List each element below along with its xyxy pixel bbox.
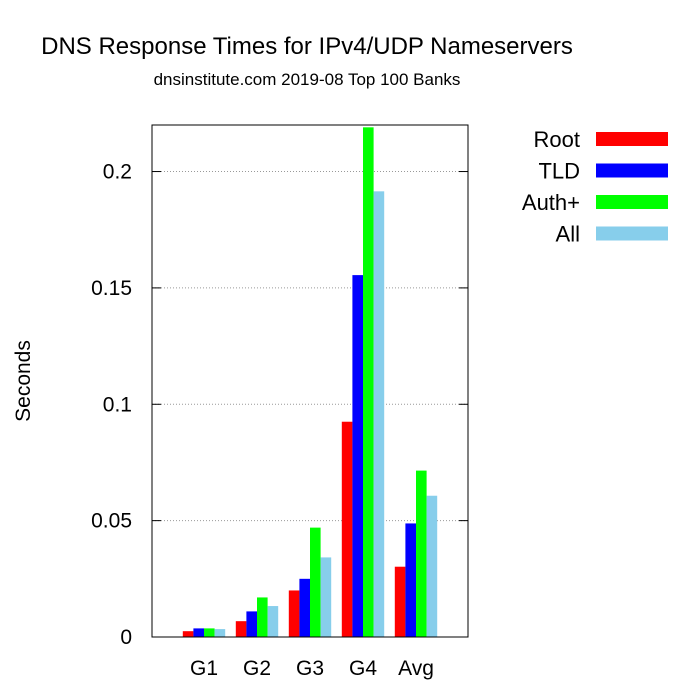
legend-swatch [596,226,668,241]
bar-auth-g1 [204,628,215,637]
legend-swatch [596,195,668,209]
plot-frame [151,124,469,638]
bar-tld-g1 [193,628,204,637]
x-tick-label: G2 [243,657,271,680]
x-tick-label: G3 [296,657,324,680]
x-axis-ticks: G1 G2 G3 G4 Avg [190,657,434,680]
bar-root-g3 [288,590,300,637]
y-tick-label: 0.1 [103,393,132,416]
bar-auth-g4 [363,127,374,637]
bar-all-g2 [267,606,279,637]
bar-tld-g3 [299,578,310,637]
bar-auth-g3 [310,527,321,637]
y-tick-label: 0.05 [91,510,132,533]
bar-all-g3 [320,557,332,637]
x-tick-label: Avg [398,657,434,680]
y-tick-label: 0.15 [91,277,132,300]
bar-auth-avg [416,470,427,637]
legend-label: Auth+ [522,190,580,215]
bar-tld-avg [405,523,416,637]
chart-subtitle: dnsinstitute.com 2019-08 Top 100 Banks [154,70,461,89]
bar-all-avg [426,495,438,637]
legend-label: All [556,222,580,247]
legend-label: TLD [538,159,580,184]
bar-root-g1 [182,631,194,637]
bar-tld-g2 [246,611,257,637]
legend-swatch [596,163,668,178]
bar-auth-g2 [257,597,268,637]
bars [182,127,438,637]
legend-swatch [596,132,668,146]
y-axis-label: Seconds [12,340,35,422]
y-tick-label: 0.2 [103,161,132,184]
grid-lines [152,171,468,522]
x-tick-label: G4 [349,657,377,680]
y-axis-ticks: 0 0.05 0.1 0.15 0.2 [91,161,468,649]
bar-root-avg [394,566,406,637]
bar-all-g4 [373,191,385,637]
y-tick-label: 0 [120,626,132,649]
bar-all-g1 [214,629,226,637]
x-tick-label: G1 [190,657,218,680]
bar-root-g4 [341,421,353,637]
bar-root-g2 [235,621,247,637]
bar-tld-g4 [352,275,363,637]
chart-title: DNS Response Times for IPv4/UDP Nameserv… [41,33,573,60]
legend-label: Root [534,127,580,152]
legend: Root TLD Auth+ All [522,127,668,247]
